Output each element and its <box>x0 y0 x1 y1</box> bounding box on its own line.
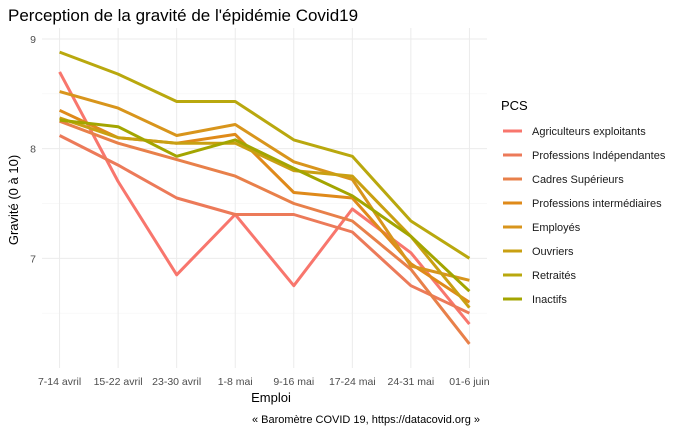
y-axis-ticks: 7 8 9 <box>30 34 36 265</box>
series-line-3 <box>59 119 471 345</box>
grid <box>42 28 487 368</box>
x-axis-title: Emploi <box>251 390 291 405</box>
legend-item: Employés <box>503 222 581 234</box>
legend-item: Professions Indépendantes <box>503 150 666 162</box>
legend-title: PCS <box>501 98 528 113</box>
series-line-1 <box>58 71 471 326</box>
y-tick-label: 7 <box>30 253 36 265</box>
chart-title: Perception de la gravité de l'épidémie C… <box>8 6 358 25</box>
legend-label: Professions intermédiaires <box>532 198 662 210</box>
legend-label: Cadres Supérieurs <box>532 174 624 186</box>
legend: PCS Agriculteurs exploitants Professions … <box>501 98 666 306</box>
legend-label: Employés <box>532 222 581 234</box>
legend-item: Agriculteurs exploitants <box>503 126 646 138</box>
x-tick-label: 01-6 juin <box>449 376 489 388</box>
y-tick-label: 9 <box>30 34 36 46</box>
x-axis-ticks: 7-14 avril 15-22 avril 23-30 avril 1-8 mai 9… <box>38 376 490 388</box>
legend-label: Inactifs <box>532 294 567 306</box>
x-tick-label: 15-22 avril <box>94 376 143 388</box>
x-tick-label: 7-14 avril <box>38 376 81 388</box>
y-axis-title: Gravité (0 à 10) <box>6 155 21 245</box>
y-tick-label: 8 <box>30 144 36 156</box>
legend-label: Agriculteurs exploitants <box>532 126 646 138</box>
legend-label: Professions Indépendantes <box>532 150 666 162</box>
x-tick-label: 23-30 avril <box>152 376 201 388</box>
legend-label: Retraités <box>532 270 577 282</box>
x-tick-label: 24-31 mai <box>388 376 435 388</box>
legend-label: Ouvriers <box>532 246 574 258</box>
series-line-8 <box>59 118 471 293</box>
series-line-6 <box>59 116 471 309</box>
x-tick-label: 17-24 mai <box>329 376 376 388</box>
legend-item: Cadres Supérieurs <box>503 174 624 186</box>
legend-item: Ouvriers <box>503 246 574 258</box>
series-line-5 <box>59 90 470 282</box>
caption: « Baromètre COVID 19, https://datacovid.… <box>252 414 480 426</box>
series-line-7 <box>59 50 471 260</box>
legend-item: Professions intermédiaires <box>503 198 662 210</box>
series-lines <box>58 50 471 345</box>
series-line-2 <box>58 134 471 315</box>
legend-item: Inactifs <box>503 294 567 306</box>
x-tick-label: 9-16 mai <box>273 376 314 388</box>
x-tick-label: 1-8 mai <box>218 376 253 388</box>
legend-item: Retraités <box>503 270 577 282</box>
